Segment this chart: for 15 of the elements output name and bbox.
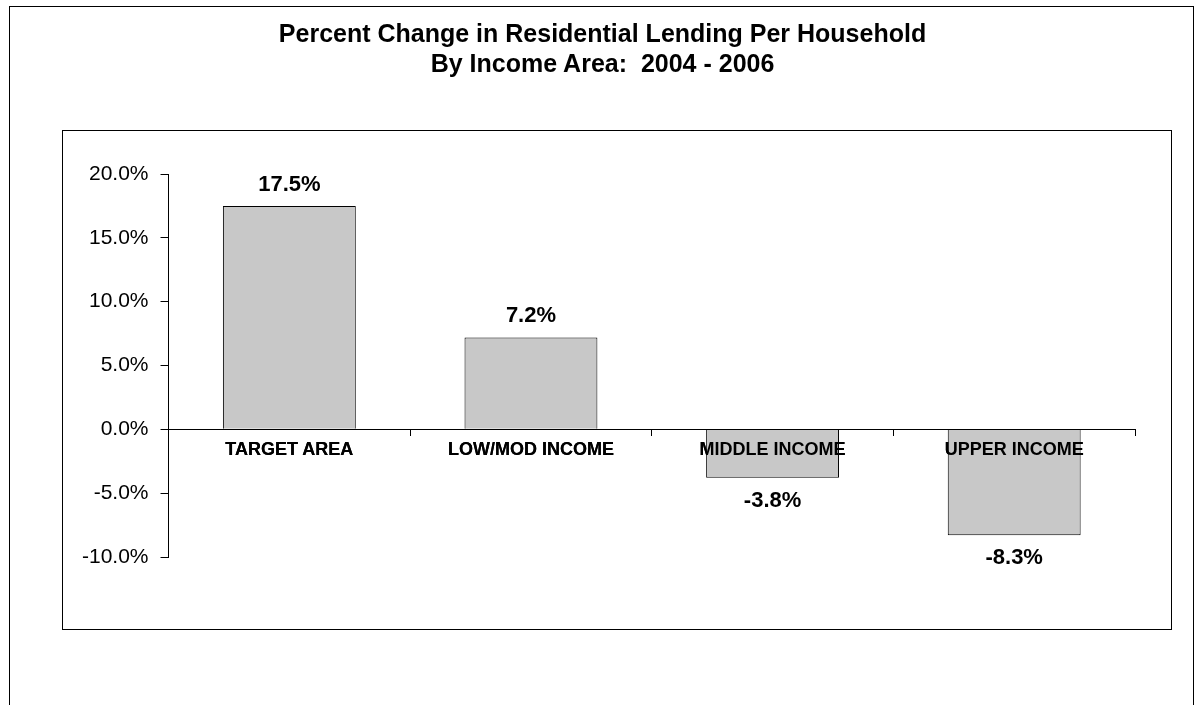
x-tick-label: TARGET AREA: [225, 439, 354, 460]
data-label: -8.3%: [985, 544, 1043, 570]
data-label: 7.2%: [505, 302, 557, 328]
y-tick-label: -5.0%: [93, 479, 149, 503]
chart-title: Percent Change in Residential Lending Per Household By Income Area: 2004 - 2006: [278, 18, 927, 77]
y-tick-label: 20.0%: [88, 160, 149, 184]
y-tick-label: 10.0%: [88, 288, 149, 312]
x-tick-label: LOW/MOD INCOME: [447, 439, 614, 460]
data-label: -3.8%: [743, 486, 802, 512]
y-tick-label: 15.0%: [88, 224, 149, 248]
x-tick-label: UPPER INCOME: [944, 439, 1084, 460]
y-tick-label: 0.0%: [100, 416, 149, 440]
data-label: 17.5%: [258, 170, 321, 196]
y-tick-label: 5.0%: [100, 352, 149, 376]
y-tick-label: -10.0%: [81, 543, 149, 567]
